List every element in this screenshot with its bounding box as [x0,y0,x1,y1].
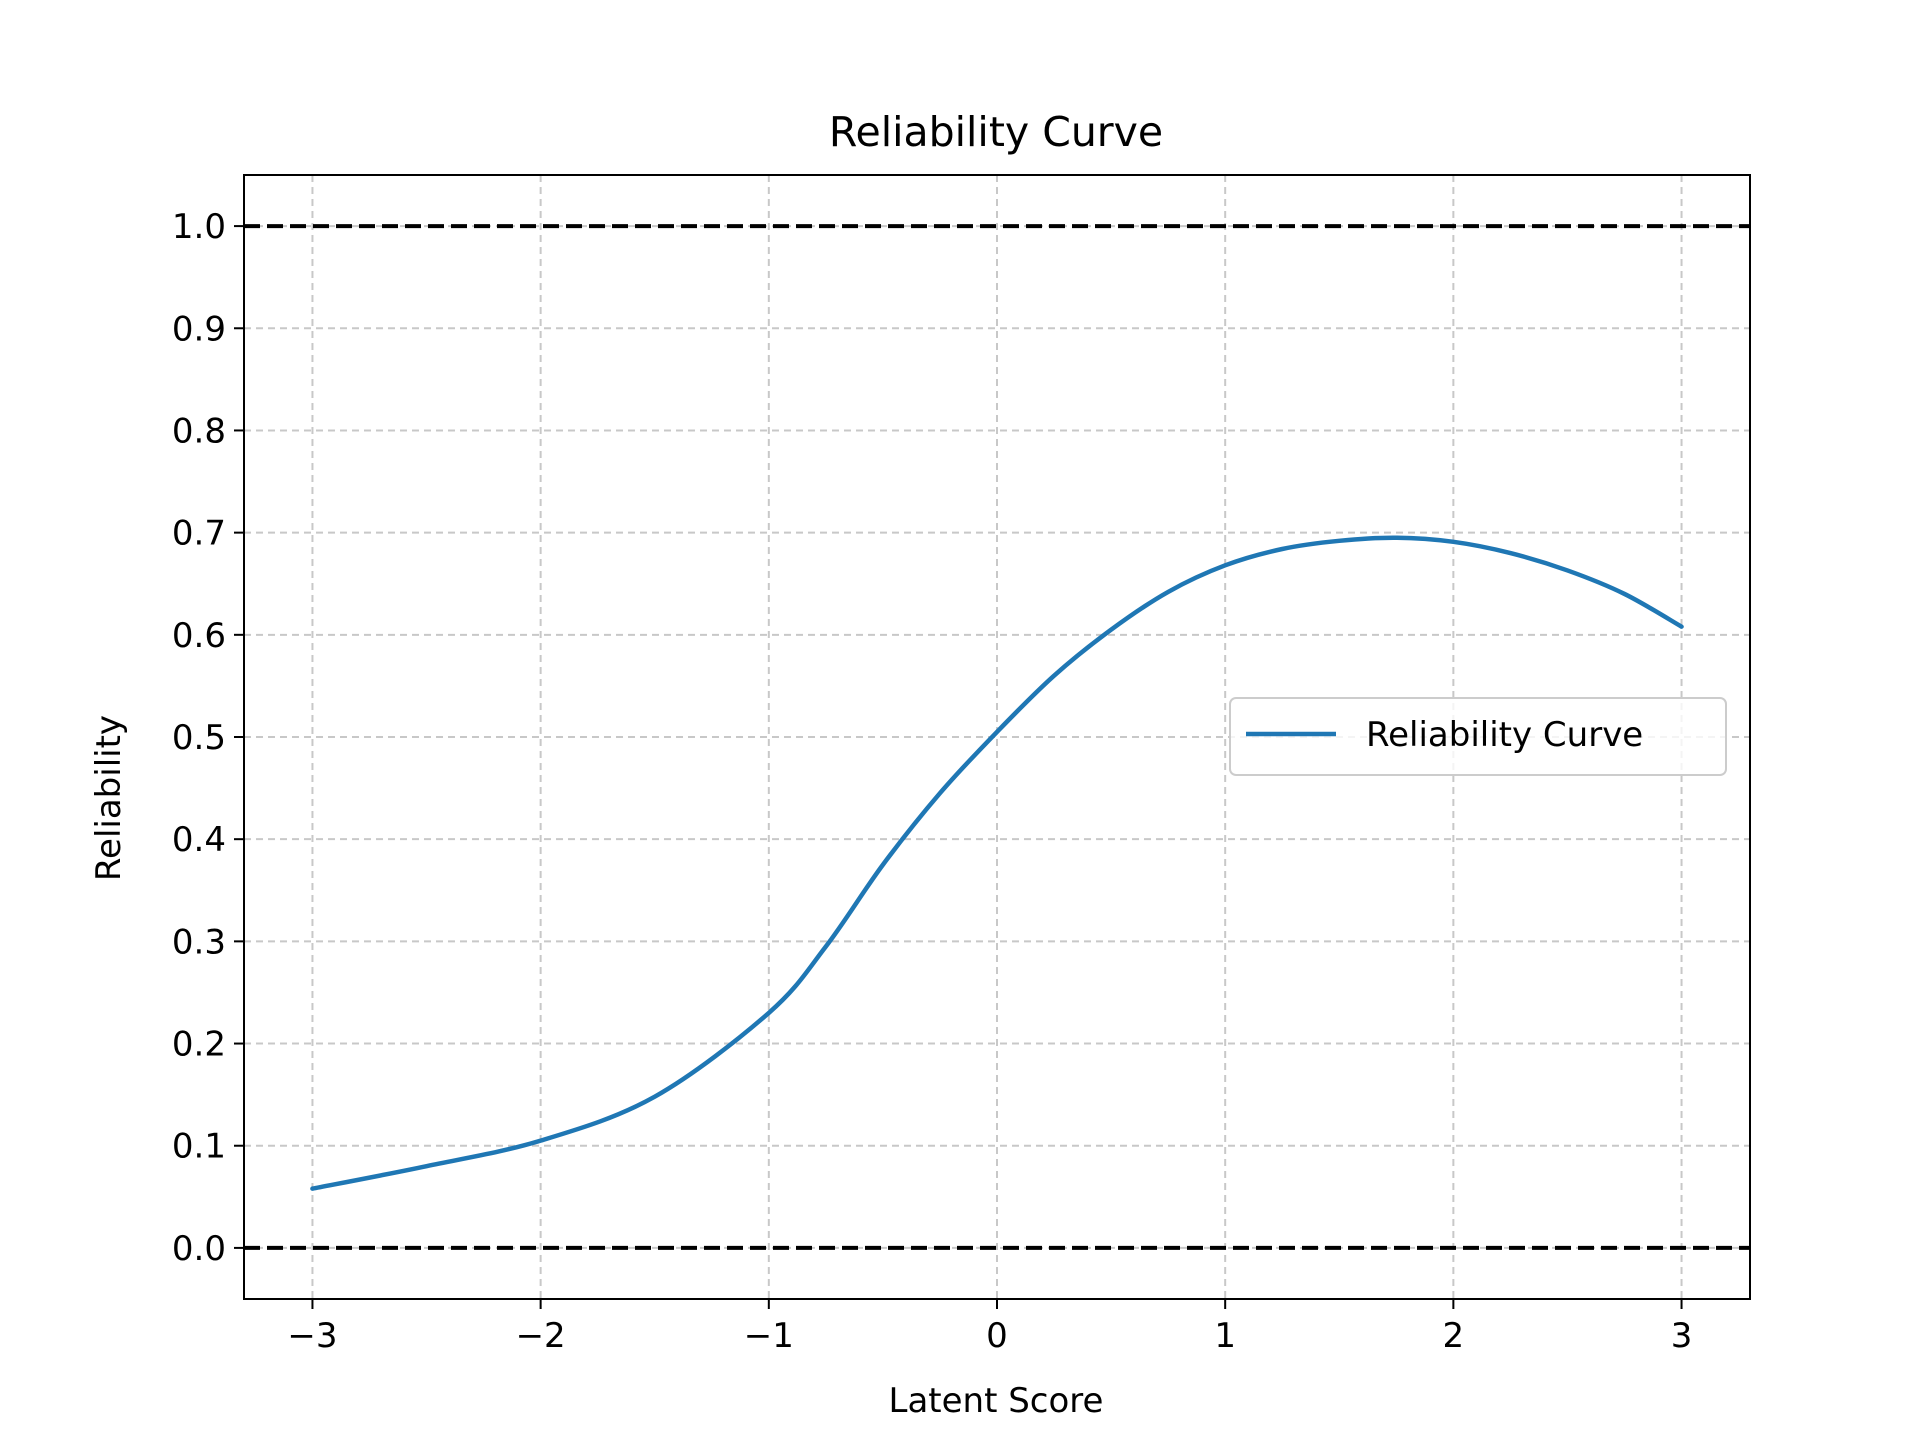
chart-title: Reliability Curve [829,108,1163,156]
x-tick-label: 0 [986,1316,1008,1356]
y-tick-label: 0.8 [172,411,226,451]
x-tick-label: 2 [1443,1316,1465,1356]
x-tick-label: −3 [287,1316,337,1356]
x-tick-label: −1 [744,1316,794,1356]
y-tick-label: 0.5 [172,718,226,758]
y-tick-label: 0.1 [172,1127,226,1167]
y-tick-label: 0.7 [172,514,226,554]
y-tick-label: 1.0 [172,207,226,247]
x-axis-ticks: −3 −2 −1 0 1 2 3 [287,1299,1692,1356]
y-tick-label: 0.0 [172,1229,226,1269]
y-tick-label: 0.2 [172,1025,226,1065]
y-tick-label: 0.4 [172,820,226,860]
y-tick-label: 0.6 [172,616,226,656]
x-tick-label: 1 [1214,1316,1236,1356]
x-tick-label: −2 [516,1316,566,1356]
reference-lines [244,224,1750,1250]
x-tick-label: 3 [1671,1316,1693,1356]
series-line [310,535,1684,1191]
legend-label: Reliability Curve [1366,715,1643,755]
y-tick-label: 0.3 [172,922,226,962]
legend-box [1229,697,1727,776]
legend: Reliability Curve [1229,697,1727,776]
y-axis-ticks: 0.0 0.1 0.2 0.3 0.4 0.5 0.6 0.7 0.8 0.9 1.0 [172,207,244,1269]
series-layer [310,535,1684,1191]
y-axis-label: Reliability [89,715,129,881]
y-tick-label: 0.9 [172,309,226,349]
x-axis-label: Latent Score [889,1381,1104,1421]
